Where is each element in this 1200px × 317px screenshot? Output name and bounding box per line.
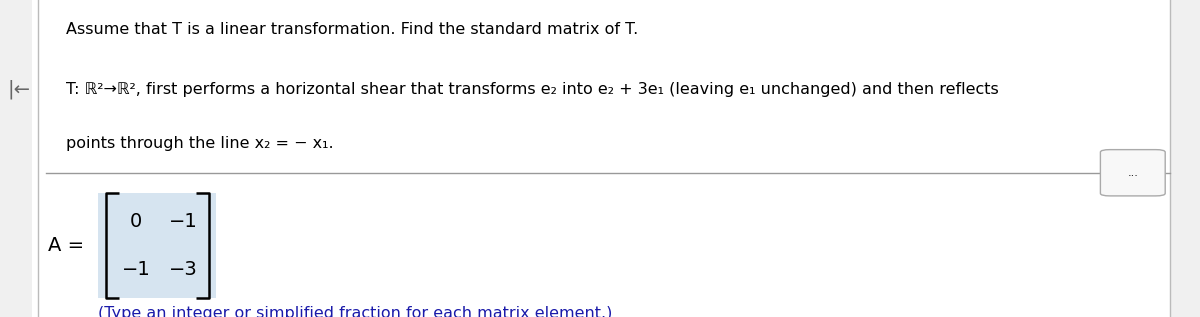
Text: ...: ... — [1127, 168, 1139, 178]
Text: −1: −1 — [169, 212, 198, 231]
Text: Assume that T is a linear transformation. Find the standard matrix of T.: Assume that T is a linear transformation… — [66, 22, 638, 37]
Text: T: ℝ²→ℝ², first performs a horizontal shear that transforms e₂ into e₂ + 3e₁ (le: T: ℝ²→ℝ², first performs a horizontal sh… — [66, 82, 998, 97]
FancyBboxPatch shape — [1170, 0, 1200, 317]
FancyBboxPatch shape — [0, 0, 32, 317]
Text: 0: 0 — [130, 212, 142, 231]
Text: −3: −3 — [169, 260, 198, 279]
FancyBboxPatch shape — [98, 193, 216, 298]
FancyBboxPatch shape — [1100, 150, 1165, 196]
Text: A =: A = — [48, 236, 84, 255]
Text: (Type an integer or simplified fraction for each matrix element.): (Type an integer or simplified fraction … — [98, 306, 613, 317]
Text: points through the line x₂ = − x₁.: points through the line x₂ = − x₁. — [66, 136, 334, 151]
Text: |←: |← — [7, 79, 31, 99]
Text: −1: −1 — [121, 260, 150, 279]
